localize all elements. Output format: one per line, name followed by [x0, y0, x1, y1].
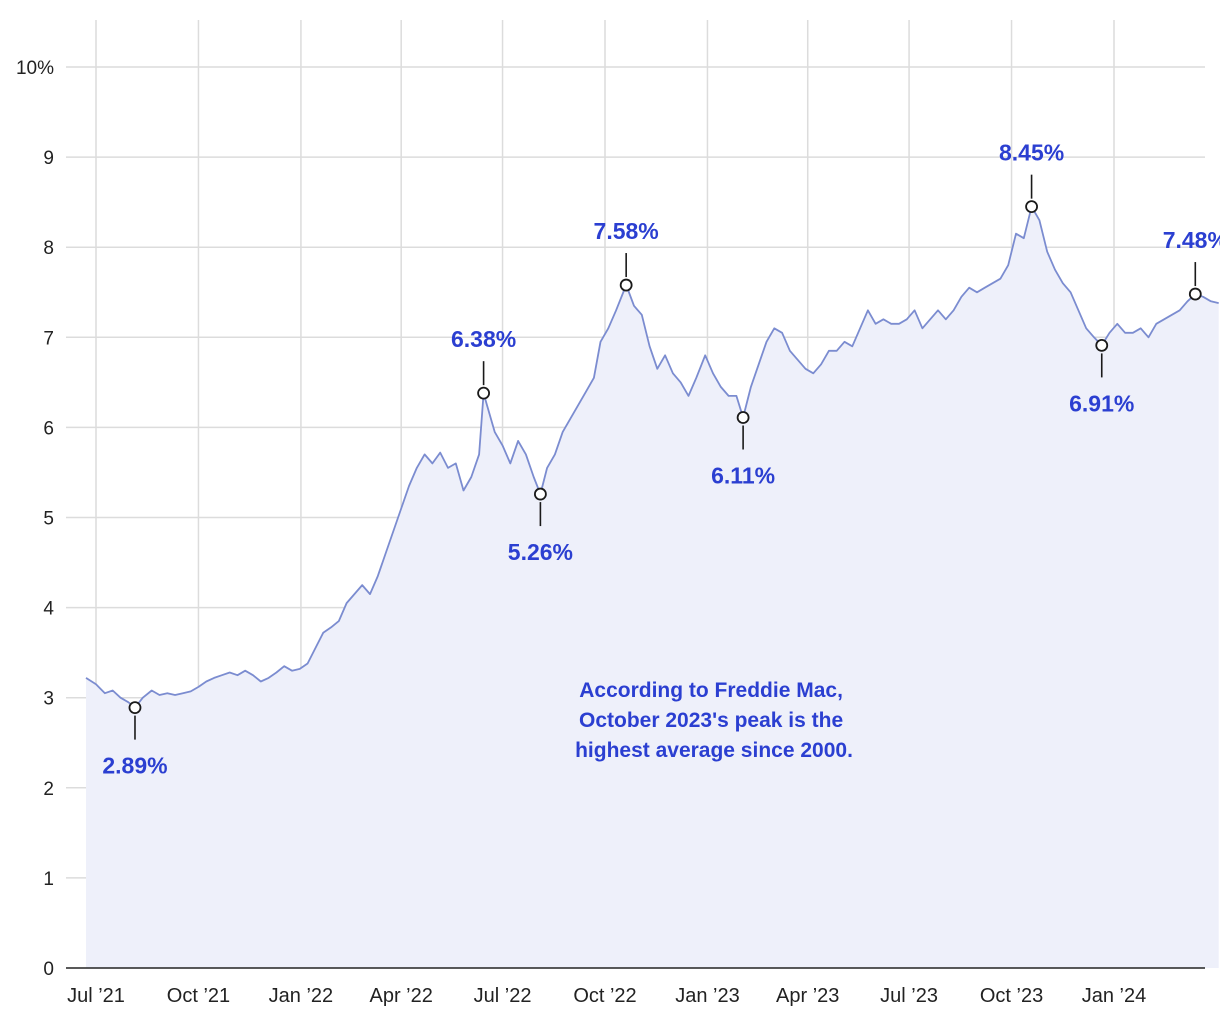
note-line-1: According to Freddie Mac,: [579, 679, 843, 702]
x-tick-label: Oct ’21: [167, 985, 230, 1007]
x-axis-tick-labels: Jul ’21 Oct ’21 Jan ’22 Apr ’22 Jul ’22 Oct ’…: [67, 985, 1146, 1007]
annotation-label: 5.26%: [508, 539, 573, 565]
annotation-label: 6.11%: [711, 462, 775, 488]
y-tick-label: 1: [43, 869, 54, 890]
note-line-3: highest average since 2000.: [575, 739, 853, 762]
x-tick-label: Apr ’22: [369, 985, 432, 1007]
x-tick-label: Jan ’23: [675, 985, 740, 1007]
annotation-marker: [1095, 339, 1109, 352]
y-tick-label: 5: [43, 509, 54, 530]
annotation-label: 8.45%: [999, 140, 1064, 166]
annotation: 2.89%: [102, 701, 168, 779]
freddie-mac-note: According to Freddie Mac, October 2023's…: [575, 679, 853, 762]
x-tick-label: Jan ’22: [269, 985, 334, 1007]
x-tick-label: Jul ’22: [474, 985, 532, 1007]
annotation-marker: [534, 487, 547, 501]
annotation-marker: [1025, 200, 1038, 214]
y-tick-label: 0: [43, 959, 54, 980]
y-axis-tick-labels: 0 1 2 3 4 5 6 7 8 9 10%: [16, 58, 54, 980]
y-tick-label: 8: [43, 238, 54, 259]
annotation: 6.38%: [451, 326, 516, 400]
x-tick-label: Oct ’23: [980, 985, 1043, 1007]
annotation: 8.45%: [999, 140, 1064, 214]
annotation: 7.58%: [594, 218, 659, 292]
annotation: 6.91%: [1069, 339, 1134, 416]
x-tick-label: Jul ’23: [880, 985, 938, 1007]
rate-area-fill: [86, 206, 1219, 968]
annotation-label: 7.58%: [594, 218, 659, 244]
annotation-label: 2.89%: [102, 753, 167, 779]
annotation: 5.26%: [508, 487, 573, 565]
annotation-marker: [736, 411, 750, 424]
annotation-marker: [1188, 287, 1202, 301]
rate-line: [85, 205, 1219, 709]
annotation-label: 6.38%: [451, 326, 516, 352]
y-tick-label: 9: [43, 148, 54, 169]
note-line-2: October 2023's peak is the: [579, 709, 843, 732]
annotation: 6.11%: [711, 411, 775, 488]
x-tick-label: Jul ’21: [67, 985, 125, 1007]
y-tick-label: 6: [43, 418, 54, 439]
annotation-marker: [619, 278, 633, 292]
x-tick-label: Jan ’24: [1082, 985, 1147, 1007]
annotation-label: 7.48%: [1163, 227, 1220, 253]
y-tick-label: 7: [43, 328, 54, 349]
x-tick-label: Oct ’22: [573, 985, 636, 1007]
y-tick-label: 4: [43, 599, 54, 620]
y-tick-label: 2: [43, 779, 54, 800]
y-tick-label: 3: [43, 689, 54, 710]
annotation-marker: [477, 386, 490, 400]
annotation-marker: [128, 701, 142, 715]
annotation: 7.48%: [1163, 227, 1220, 301]
y-tick-label: 10%: [16, 58, 54, 79]
rate-annotations: 2.89% 6.38% 5.26% 7.58% 6.11% 8.45% 6.91% 7.48%: [102, 140, 1220, 779]
x-tick-label: Apr ’23: [776, 985, 839, 1007]
annotation-label: 6.91%: [1069, 390, 1134, 416]
